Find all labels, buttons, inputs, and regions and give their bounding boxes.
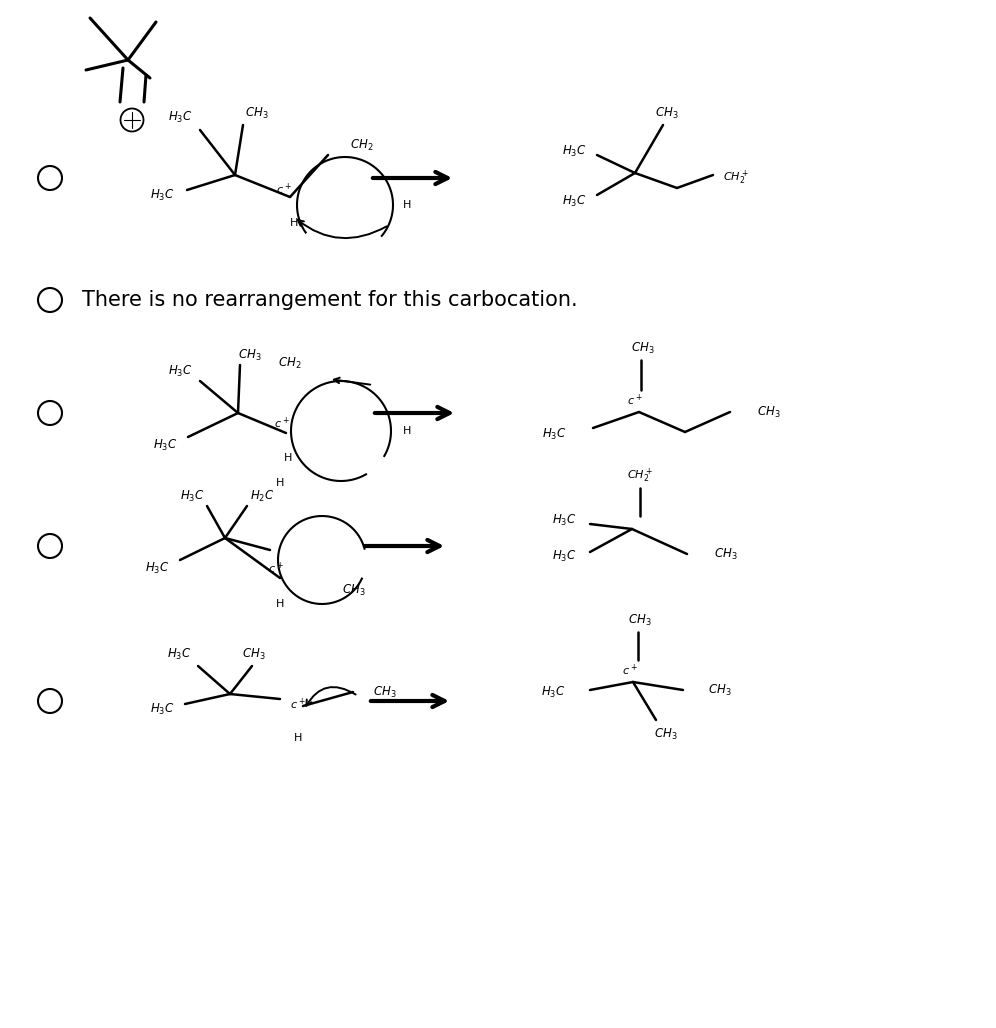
Text: $c^+$: $c^+$: [622, 662, 637, 677]
Text: $CH_3$: $CH_3$: [238, 347, 262, 363]
Text: $H_3C$: $H_3C$: [150, 701, 175, 717]
Text: $H_3C$: $H_3C$: [180, 488, 205, 504]
Text: $H_3C$: $H_3C$: [553, 549, 577, 563]
Text: $CH_3$: $CH_3$: [342, 583, 366, 597]
Text: $H_3C$: $H_3C$: [563, 193, 587, 209]
Text: $c^+$: $c^+$: [268, 560, 284, 576]
Text: $H_3C$: $H_3C$: [153, 438, 178, 452]
Text: $H_3C$: $H_3C$: [168, 109, 193, 124]
Text: H: H: [402, 426, 411, 436]
Text: H: H: [402, 200, 411, 210]
Text: $H_3C$: $H_3C$: [563, 144, 587, 158]
Text: $CH_3$: $CH_3$: [655, 106, 679, 120]
Text: H: H: [294, 733, 302, 743]
Text: $CH_3$: $CH_3$: [628, 613, 651, 627]
Text: $CH_2^+$: $CH_2^+$: [723, 169, 749, 187]
Text: H: H: [290, 218, 298, 228]
Text: H: H: [284, 453, 292, 463]
Text: $CH_3$: $CH_3$: [631, 340, 654, 356]
Text: $CH_3$: $CH_3$: [242, 647, 266, 662]
Text: $H_2C$: $H_2C$: [250, 488, 275, 504]
Text: $CH_2$: $CH_2$: [278, 356, 302, 370]
Text: $H_3C$: $H_3C$: [542, 685, 566, 699]
Text: $H_3C$: $H_3C$: [168, 364, 193, 378]
Text: $H_3C$: $H_3C$: [145, 560, 170, 576]
Text: $H_3C$: $H_3C$: [553, 512, 577, 527]
Text: There is no rearrangement for this carbocation.: There is no rearrangement for this carbo…: [82, 290, 578, 310]
Text: $CH_2^+$: $CH_2^+$: [627, 467, 653, 485]
Text: $CH_3$: $CH_3$: [245, 106, 269, 120]
Text: $CH_3$: $CH_3$: [757, 404, 781, 419]
Text: $CH_3$: $CH_3$: [373, 685, 396, 699]
Text: $c^+$: $c^+$: [627, 393, 642, 408]
Text: $H_3C$: $H_3C$: [150, 187, 175, 203]
Text: $H_3C$: $H_3C$: [543, 427, 567, 442]
Text: $CH_3$: $CH_3$: [708, 683, 732, 698]
Text: $CH_3$: $CH_3$: [654, 727, 678, 741]
Text: $CH_2$: $CH_2$: [350, 138, 374, 152]
Text: $CH_3$: $CH_3$: [714, 547, 738, 561]
Text: H: H: [276, 478, 284, 488]
Text: $c^+$: $c^+$: [276, 181, 292, 196]
Text: $c^+$: $c^+$: [274, 415, 290, 431]
Text: H: H: [276, 599, 284, 609]
Text: $c^+$: $c^+$: [290, 696, 306, 711]
Text: $H_3C$: $H_3C$: [167, 647, 192, 662]
